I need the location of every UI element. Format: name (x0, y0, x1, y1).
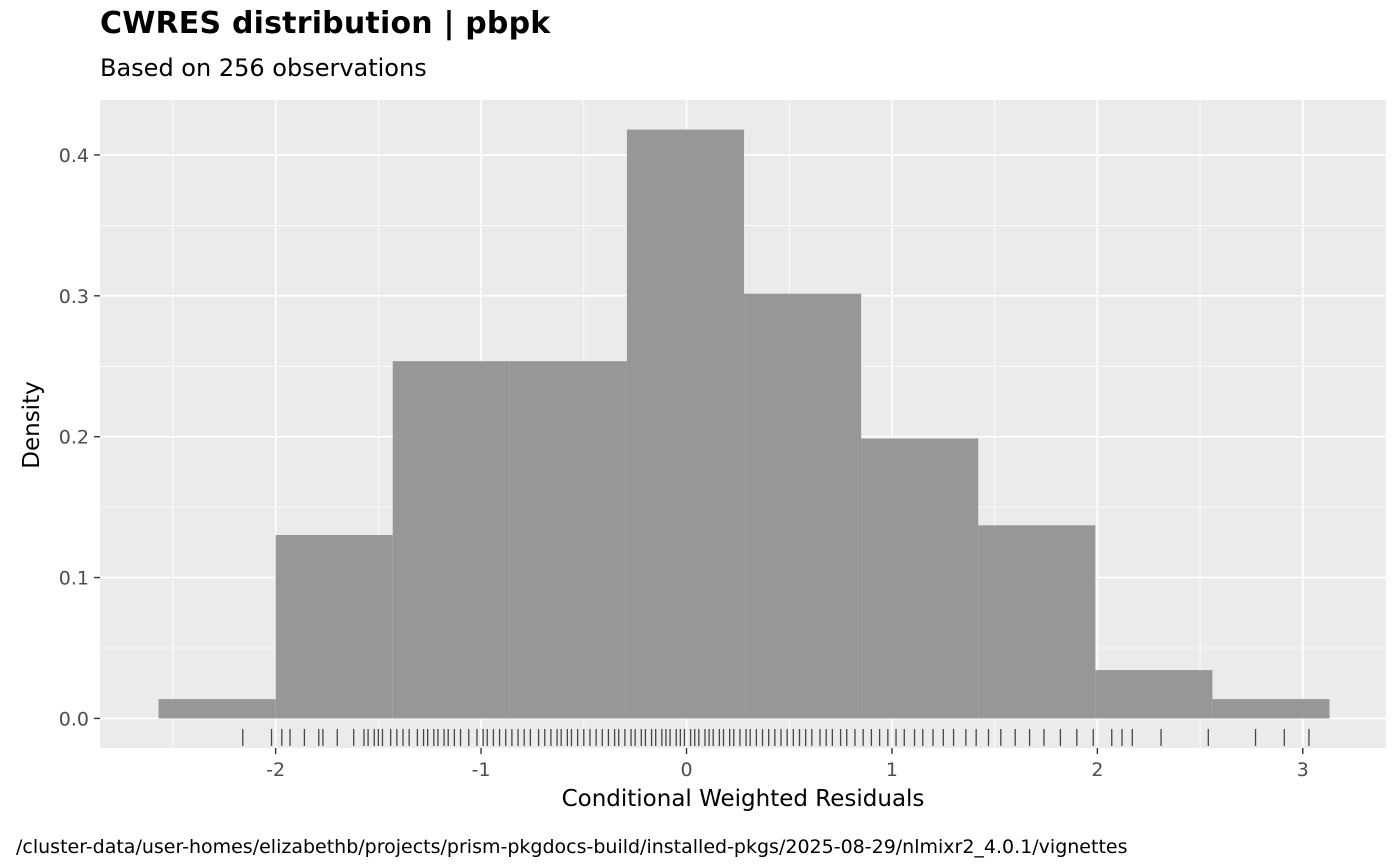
y-tick-label: 0.4 (59, 145, 89, 167)
histogram-bar (509, 361, 627, 719)
x-tick-label: 2 (1091, 759, 1103, 781)
histogram-bar (275, 535, 393, 719)
histogram-bar (158, 699, 276, 719)
y-tick-label: 0.0 (59, 708, 89, 730)
x-tick-label: 0 (680, 759, 692, 781)
histogram-bar (861, 438, 979, 719)
x-tick-label: -2 (266, 759, 285, 781)
y-tick-label: 0.1 (59, 568, 89, 590)
histogram-bar (392, 361, 510, 719)
x-tick-label: 3 (1297, 759, 1309, 781)
plot-title: CWRES distribution | pbpk (100, 6, 551, 41)
y-tick-label: 0.2 (59, 427, 89, 449)
histogram-bar (1095, 670, 1213, 719)
x-axis-title: Conditional Weighted Residuals (561, 786, 925, 812)
histogram-bar (1212, 699, 1330, 719)
y-tick-label: 0.3 (59, 286, 89, 308)
histogram-bar (978, 525, 1096, 719)
histogram-bar (626, 129, 745, 719)
x-tick-label: 1 (886, 759, 898, 781)
histogram-bar (744, 293, 862, 719)
x-tick-label: -1 (472, 759, 491, 781)
file-path-caption: /cluster-data/user-homes/elizabethb/proj… (16, 836, 1128, 858)
plot-subtitle: Based on 256 observations (100, 54, 427, 82)
